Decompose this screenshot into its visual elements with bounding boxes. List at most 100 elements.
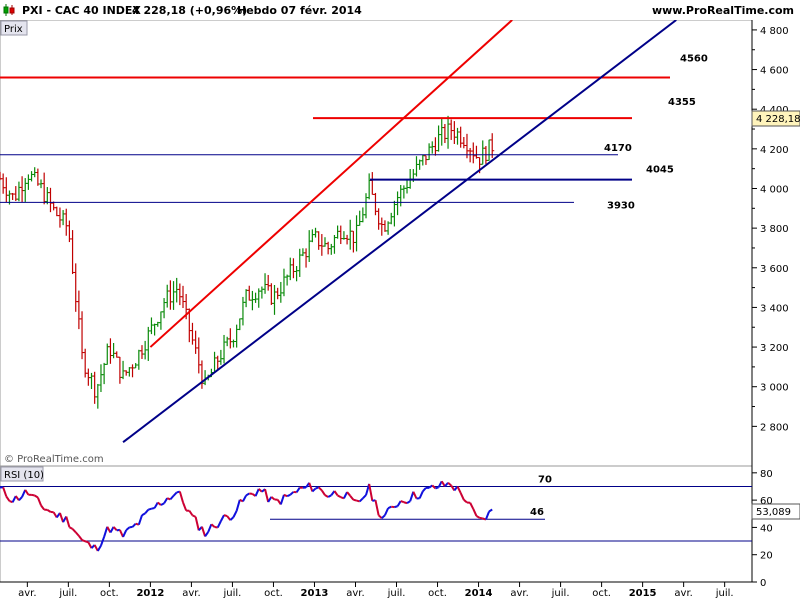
rsi-segment xyxy=(333,490,339,497)
rsi-segment xyxy=(216,520,222,528)
rsi-segment xyxy=(210,523,216,528)
rsi-segment xyxy=(343,491,348,499)
rsi-plot-area xyxy=(0,466,753,583)
rsi-segment xyxy=(279,494,285,505)
rsi-segment xyxy=(406,500,411,504)
rsi-segment xyxy=(431,484,437,490)
rsi-segment xyxy=(166,497,171,501)
rsi-segment xyxy=(444,482,449,487)
site-url[interactable]: www.ProRealTime.com xyxy=(651,4,794,17)
rsi-segment xyxy=(245,492,250,497)
rsi-segment xyxy=(229,516,235,521)
rsi-segment xyxy=(11,495,17,503)
rsi-segment xyxy=(40,504,45,511)
rsi-segment xyxy=(384,507,390,516)
rsi-segment xyxy=(2,486,8,497)
rsi-segment xyxy=(428,484,433,489)
rsi-value-tag: 53,089 xyxy=(751,503,800,520)
rsi-segment xyxy=(219,514,225,522)
rsi-segment xyxy=(160,502,165,506)
time-axis-label: avr. xyxy=(346,588,364,599)
rsi-segment xyxy=(65,516,71,528)
rsi-segment xyxy=(109,526,115,534)
rsi-segment xyxy=(68,526,74,530)
rsi-segment xyxy=(387,505,392,510)
rsi-axis-label: 40 xyxy=(760,523,773,534)
level-label-4355: 4355 xyxy=(668,97,696,108)
rsi-segment xyxy=(36,497,42,506)
rsi-segment xyxy=(289,491,295,496)
rsi-segment xyxy=(239,498,244,503)
rsi-segment xyxy=(34,494,39,499)
rsi-segment xyxy=(358,497,364,503)
rsi-segment xyxy=(131,522,137,528)
price-bar xyxy=(490,133,495,158)
trendline-red[interactable] xyxy=(149,20,513,348)
rsi-segment xyxy=(5,495,11,502)
price-axis-area xyxy=(752,20,800,466)
rsi-segment xyxy=(337,494,342,499)
rsi-segment xyxy=(96,545,102,552)
price-panel[interactable]: 4560 4355 4170 4045 3930 2 800 3 000 3 200 3 40… xyxy=(0,20,800,466)
time-axis-label: avr. xyxy=(182,588,200,599)
rsi-segment xyxy=(394,505,398,509)
trendline-blue[interactable] xyxy=(122,20,677,444)
rsi-segment xyxy=(235,499,241,512)
price-plot-area xyxy=(0,20,753,466)
rsi-segment xyxy=(349,495,355,501)
level-label-4560: 4560 xyxy=(680,53,708,64)
rsi-segment xyxy=(324,494,329,498)
rsi-segment xyxy=(254,488,260,497)
last-value-tag: 4 228,18 xyxy=(751,110,800,127)
rsi-segment xyxy=(200,526,207,537)
rsi-segment xyxy=(194,516,200,531)
price-axis-label: 4 000 xyxy=(760,184,789,195)
rsi-panel[interactable]: 70 46 0 20 40 60 80 RSI (10) 53,089 avr. juil.… xyxy=(0,466,800,600)
rsi-segment xyxy=(125,526,131,531)
time-axis-label: 2013 xyxy=(301,588,329,599)
rsi-segment xyxy=(479,516,483,520)
rsi-segment xyxy=(100,536,106,546)
rsi-segment xyxy=(137,514,143,526)
rsi-axis-label: 60 xyxy=(760,496,773,507)
rsi-axis-label: 20 xyxy=(760,551,773,562)
rsi-tab[interactable]: RSI (10) xyxy=(0,466,44,482)
rsi-segment xyxy=(308,482,314,492)
prix-tab[interactable]: Prix xyxy=(0,20,28,36)
rsi-segment xyxy=(153,501,159,509)
rsi-segment xyxy=(151,506,155,510)
rsi-segment xyxy=(400,500,405,504)
rsi-segment xyxy=(242,494,247,502)
rsi-segment xyxy=(469,502,475,510)
rsi-segment xyxy=(488,508,493,513)
time-axis-label: juil. xyxy=(715,588,734,599)
rsi-segment xyxy=(87,541,93,549)
rsi-segment xyxy=(144,509,150,515)
rsi-segment xyxy=(447,482,452,487)
rsi-segment xyxy=(362,494,367,500)
rsi-segment xyxy=(258,488,263,493)
time-axis-label: oct. xyxy=(592,588,611,599)
price-axis-label: 2 800 xyxy=(760,422,789,433)
rsi-segment xyxy=(356,499,360,503)
rsi-segment xyxy=(321,489,326,496)
time-axis-label: juil. xyxy=(58,588,77,599)
rsi-axis-label: 0 xyxy=(760,578,766,589)
rsi-segment xyxy=(31,493,35,497)
price-axis-label: 3 000 xyxy=(760,383,789,394)
rsi-segment xyxy=(81,539,86,543)
rsi-segment xyxy=(21,489,27,498)
price-bars xyxy=(0,115,495,409)
rsi-segment xyxy=(46,509,52,513)
price-axis-label: 3 200 xyxy=(760,343,789,354)
rsi-segment xyxy=(435,486,439,490)
rsi-segment xyxy=(374,499,380,516)
watermark: © ProRealTime.com xyxy=(4,454,104,465)
last-change: 4 228,18 (+0,96%) xyxy=(132,4,248,17)
rsi-segment xyxy=(377,514,383,519)
price-axis-label: 4 800 xyxy=(760,26,789,37)
rsi-segment xyxy=(204,531,210,537)
rsi-segment xyxy=(112,526,118,531)
rsi-segment xyxy=(270,496,276,501)
rsi-segment xyxy=(459,492,465,501)
